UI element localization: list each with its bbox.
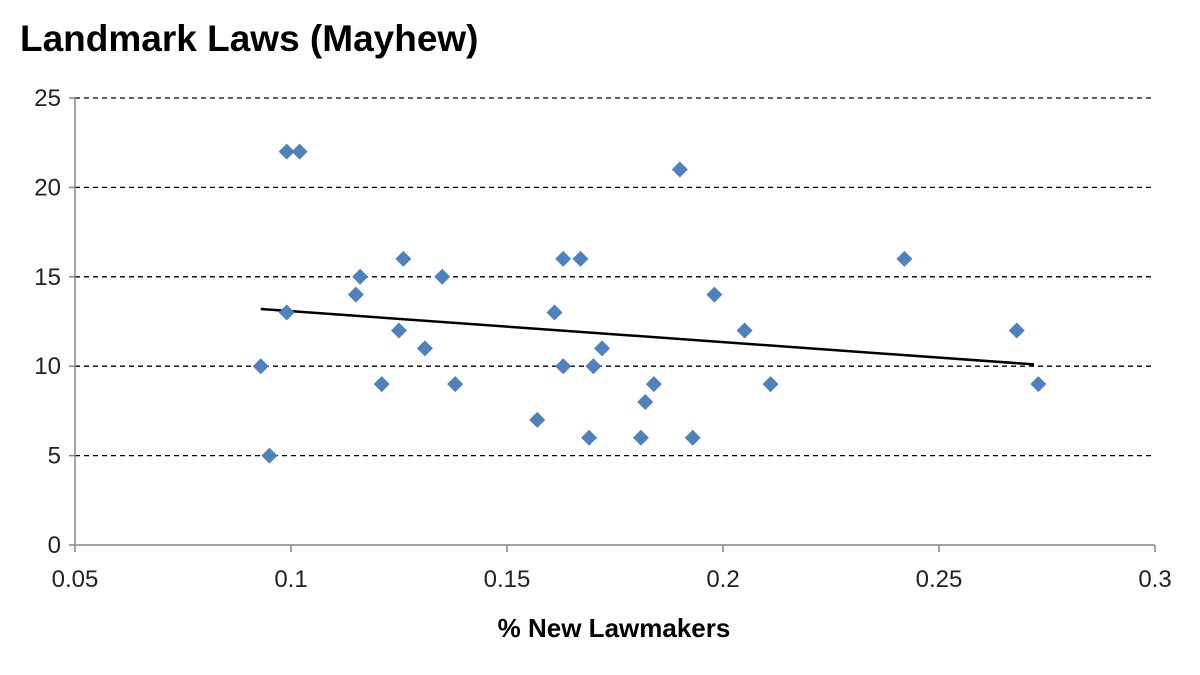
- x-tick-label: 0.2: [706, 566, 739, 593]
- data-point: [261, 447, 278, 464]
- data-point: [347, 286, 364, 303]
- data-point: [637, 393, 654, 410]
- data-point: [395, 250, 412, 267]
- chart-title: Landmark Laws (Mayhew): [20, 18, 479, 59]
- data-point: [391, 322, 407, 339]
- data-point: [632, 429, 649, 446]
- data-point: [1030, 376, 1047, 393]
- data-points: [252, 143, 1047, 464]
- gridlines: [75, 97, 1155, 457]
- data-point: [671, 161, 688, 178]
- data-point: [736, 322, 753, 339]
- data-point: [416, 340, 433, 357]
- data-point: [447, 376, 464, 393]
- data-point: [1008, 322, 1025, 339]
- x-tick-label: 0.15: [484, 566, 531, 593]
- x-tick-label: 0.1: [274, 566, 307, 593]
- data-point: [706, 286, 723, 303]
- x-axis-title: % New Lawmakers: [498, 613, 731, 643]
- y-tick-label: 0: [48, 532, 61, 559]
- data-point: [896, 250, 913, 267]
- axes: [69, 97, 1156, 552]
- data-point: [278, 304, 295, 321]
- data-point: [572, 250, 589, 267]
- y-tick-label: 20: [34, 174, 61, 201]
- tick-labels: 0 5 10 15 20 25 0.05 0.1 0.15 0.2 0.25 0.3: [34, 85, 1171, 593]
- y-tick-label: 25: [34, 85, 61, 112]
- y-tick-label: 5: [48, 443, 61, 470]
- y-tick-label: 10: [34, 353, 61, 380]
- data-point: [762, 376, 779, 393]
- data-point: [529, 411, 546, 428]
- data-point: [434, 268, 451, 285]
- trendline: [260, 307, 1035, 366]
- x-tick-label: 0.3: [1138, 566, 1171, 593]
- trendline-group: [260, 307, 1035, 366]
- data-point: [594, 340, 611, 357]
- x-tick-label: 0.05: [52, 566, 99, 593]
- data-point: [581, 429, 598, 446]
- data-point: [555, 358, 572, 375]
- data-point: [278, 143, 295, 160]
- data-point: [585, 358, 602, 375]
- data-point: [684, 429, 701, 446]
- data-point: [645, 376, 662, 393]
- y-tick-label: 15: [34, 264, 61, 291]
- data-point: [546, 304, 563, 321]
- data-point: [252, 358, 269, 375]
- data-point: [352, 268, 369, 285]
- data-point: [373, 376, 390, 393]
- x-tick-label: 0.25: [916, 566, 963, 593]
- data-point: [555, 250, 572, 267]
- data-point: [291, 143, 308, 160]
